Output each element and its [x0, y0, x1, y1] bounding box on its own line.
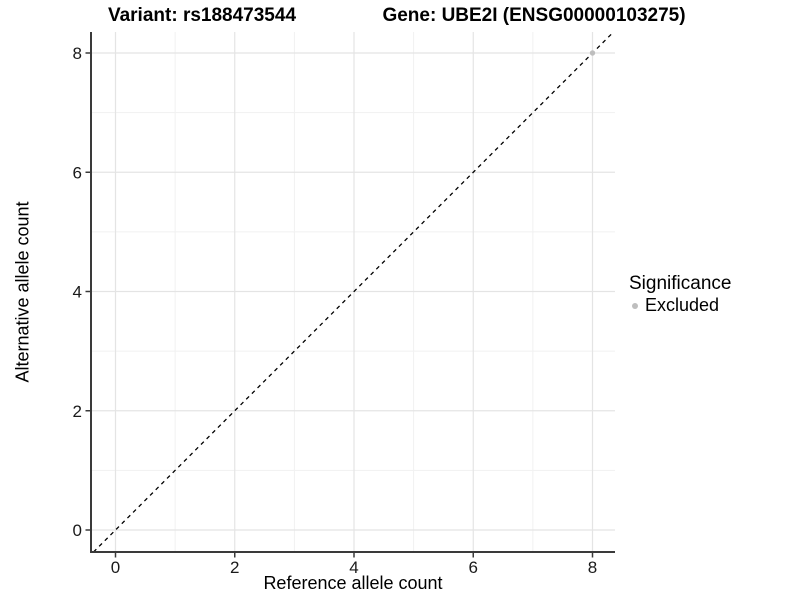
y-tick-label: 8: [73, 44, 82, 63]
legend-item-label: Excluded: [645, 295, 720, 315]
y-tick-label: 6: [73, 163, 82, 182]
gene-title: Gene: UBE2I (ENSG00000103275): [382, 5, 686, 26]
legend-item-excluded: Excluded: [629, 296, 731, 315]
y-tick-label: 0: [73, 521, 82, 540]
x-tick-label: 8: [588, 558, 597, 577]
x-tick-label: 0: [111, 558, 120, 577]
identity-dashed-line: [93, 31, 614, 553]
y-tick-label: 4: [73, 283, 82, 302]
excluded-dot-icon: [632, 302, 638, 309]
data-point-excluded: [589, 50, 596, 56]
legend: Significance Excluded: [629, 274, 731, 315]
x-tick-label: 2: [230, 558, 239, 577]
x-tick-label: 4: [349, 558, 358, 577]
y-axis-label: Alternative allele count: [12, 201, 33, 383]
legend-title: Significance: [629, 273, 732, 294]
x-axis-label: Reference allele count: [263, 573, 443, 593]
x-tick-label: 6: [469, 558, 478, 577]
variant-title: Variant: rs188473544: [107, 5, 297, 26]
y-tick-label: 2: [73, 402, 82, 421]
